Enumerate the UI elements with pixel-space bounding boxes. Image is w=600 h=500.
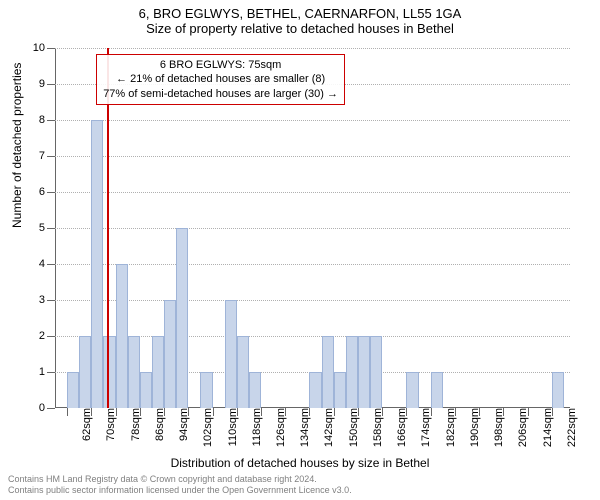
y-tick-label: 2 bbox=[39, 330, 55, 342]
histogram-bar bbox=[237, 336, 249, 408]
x-tick-label: 166sqm bbox=[386, 408, 408, 447]
histogram-bar bbox=[334, 372, 346, 408]
x-tick-label: 222sqm bbox=[556, 408, 578, 447]
x-tick bbox=[213, 408, 214, 416]
x-tick bbox=[552, 408, 553, 416]
x-tick bbox=[503, 408, 504, 416]
x-tick bbox=[116, 408, 117, 416]
x-tick-label: 174sqm bbox=[410, 408, 432, 447]
histogram-bar bbox=[152, 336, 164, 408]
histogram-bar bbox=[406, 372, 418, 408]
histogram-bar bbox=[552, 372, 564, 408]
histogram-bar bbox=[176, 228, 188, 408]
gridline-h bbox=[55, 156, 570, 157]
x-tick bbox=[528, 408, 529, 416]
gridline-h bbox=[55, 300, 570, 301]
x-tick-label: 158sqm bbox=[362, 408, 384, 447]
histogram-bar bbox=[431, 372, 443, 408]
annotation-line-3: 77% of semi-detached houses are larger (… bbox=[103, 87, 338, 101]
y-tick-label: 8 bbox=[39, 114, 55, 126]
y-tick-label: 4 bbox=[39, 258, 55, 270]
footer-attribution: Contains HM Land Registry data © Crown c… bbox=[8, 474, 352, 497]
annotation-box: 6 BRO EGLWYS: 75sqm← 21% of detached hou… bbox=[96, 54, 345, 105]
gridline-h bbox=[55, 120, 570, 121]
histogram-bar bbox=[116, 264, 128, 408]
x-tick-label: 190sqm bbox=[459, 408, 481, 447]
x-tick-label: 182sqm bbox=[435, 408, 457, 447]
y-tick-label: 9 bbox=[39, 78, 55, 90]
histogram-bar bbox=[91, 120, 103, 408]
histogram-bar bbox=[249, 372, 261, 408]
x-tick bbox=[358, 408, 359, 416]
x-tick-label: 206sqm bbox=[507, 408, 529, 447]
y-tick-label: 0 bbox=[39, 402, 55, 414]
histogram-bar bbox=[140, 372, 152, 408]
x-tick-label: 198sqm bbox=[483, 408, 505, 447]
histogram-bar bbox=[67, 372, 79, 408]
x-tick bbox=[261, 408, 262, 416]
histogram-bar bbox=[225, 300, 237, 408]
x-tick bbox=[455, 408, 456, 416]
x-tick-label: 102sqm bbox=[192, 408, 214, 447]
x-tick-label: 78sqm bbox=[120, 408, 142, 441]
title-block: 6, BRO EGLWYS, BETHEL, CAERNARFON, LL55 … bbox=[0, 0, 600, 36]
x-tick-label: 134sqm bbox=[289, 408, 311, 447]
x-tick-label: 126sqm bbox=[265, 408, 287, 447]
x-tick bbox=[406, 408, 407, 416]
x-tick bbox=[140, 408, 141, 416]
x-tick-label: 214sqm bbox=[532, 408, 554, 447]
x-tick-label: 94sqm bbox=[168, 408, 190, 441]
x-tick bbox=[334, 408, 335, 416]
gridline-h bbox=[55, 48, 570, 49]
histogram-bar bbox=[370, 336, 382, 408]
chart-plot-area: 01234567891062sqm70sqm78sqm86sqm94sqm102… bbox=[55, 48, 570, 408]
x-tick-label: 150sqm bbox=[338, 408, 360, 447]
y-axis-label: Number of detached properties bbox=[10, 63, 24, 228]
histogram-bar bbox=[79, 336, 91, 408]
histogram-bar bbox=[346, 336, 358, 408]
histogram-bar bbox=[164, 300, 176, 408]
histogram-bar bbox=[103, 336, 115, 408]
gridline-h bbox=[55, 228, 570, 229]
annotation-line-1: 6 BRO EGLWYS: 75sqm bbox=[103, 58, 338, 72]
y-tick-label: 3 bbox=[39, 294, 55, 306]
histogram-bar bbox=[358, 336, 370, 408]
chart-subtitle: Size of property relative to detached ho… bbox=[0, 21, 600, 36]
footer-line-2: Contains public sector information licen… bbox=[8, 485, 352, 496]
histogram-bar bbox=[322, 336, 334, 408]
chart-title: 6, BRO EGLWYS, BETHEL, CAERNARFON, LL55 … bbox=[0, 6, 600, 21]
x-tick bbox=[285, 408, 286, 416]
x-tick bbox=[309, 408, 310, 416]
x-tick bbox=[382, 408, 383, 416]
y-tick-label: 10 bbox=[33, 42, 55, 54]
x-tick bbox=[237, 408, 238, 416]
x-tick bbox=[431, 408, 432, 416]
histogram-bar bbox=[200, 372, 212, 408]
x-tick-label: 118sqm bbox=[241, 408, 263, 446]
y-tick-label: 5 bbox=[39, 222, 55, 234]
x-tick-label: 86sqm bbox=[144, 408, 166, 441]
histogram-bar bbox=[128, 336, 140, 408]
y-tick-label: 1 bbox=[39, 366, 55, 378]
x-tick-label: 110sqm bbox=[217, 408, 239, 446]
x-tick bbox=[479, 408, 480, 416]
x-tick-label: 62sqm bbox=[71, 408, 93, 441]
footer-line-1: Contains HM Land Registry data © Crown c… bbox=[8, 474, 352, 485]
y-tick-label: 7 bbox=[39, 150, 55, 162]
gridline-h bbox=[55, 264, 570, 265]
x-tick bbox=[91, 408, 92, 416]
annotation-line-2: ← 21% of detached houses are smaller (8) bbox=[103, 72, 338, 86]
histogram-bar bbox=[309, 372, 321, 408]
x-axis-label: Distribution of detached houses by size … bbox=[0, 456, 600, 470]
x-tick-label: 70sqm bbox=[95, 408, 117, 441]
x-tick-label: 142sqm bbox=[313, 408, 335, 447]
x-tick bbox=[67, 408, 68, 416]
y-tick-label: 6 bbox=[39, 186, 55, 198]
gridline-h bbox=[55, 192, 570, 193]
x-tick bbox=[164, 408, 165, 416]
x-tick bbox=[188, 408, 189, 416]
